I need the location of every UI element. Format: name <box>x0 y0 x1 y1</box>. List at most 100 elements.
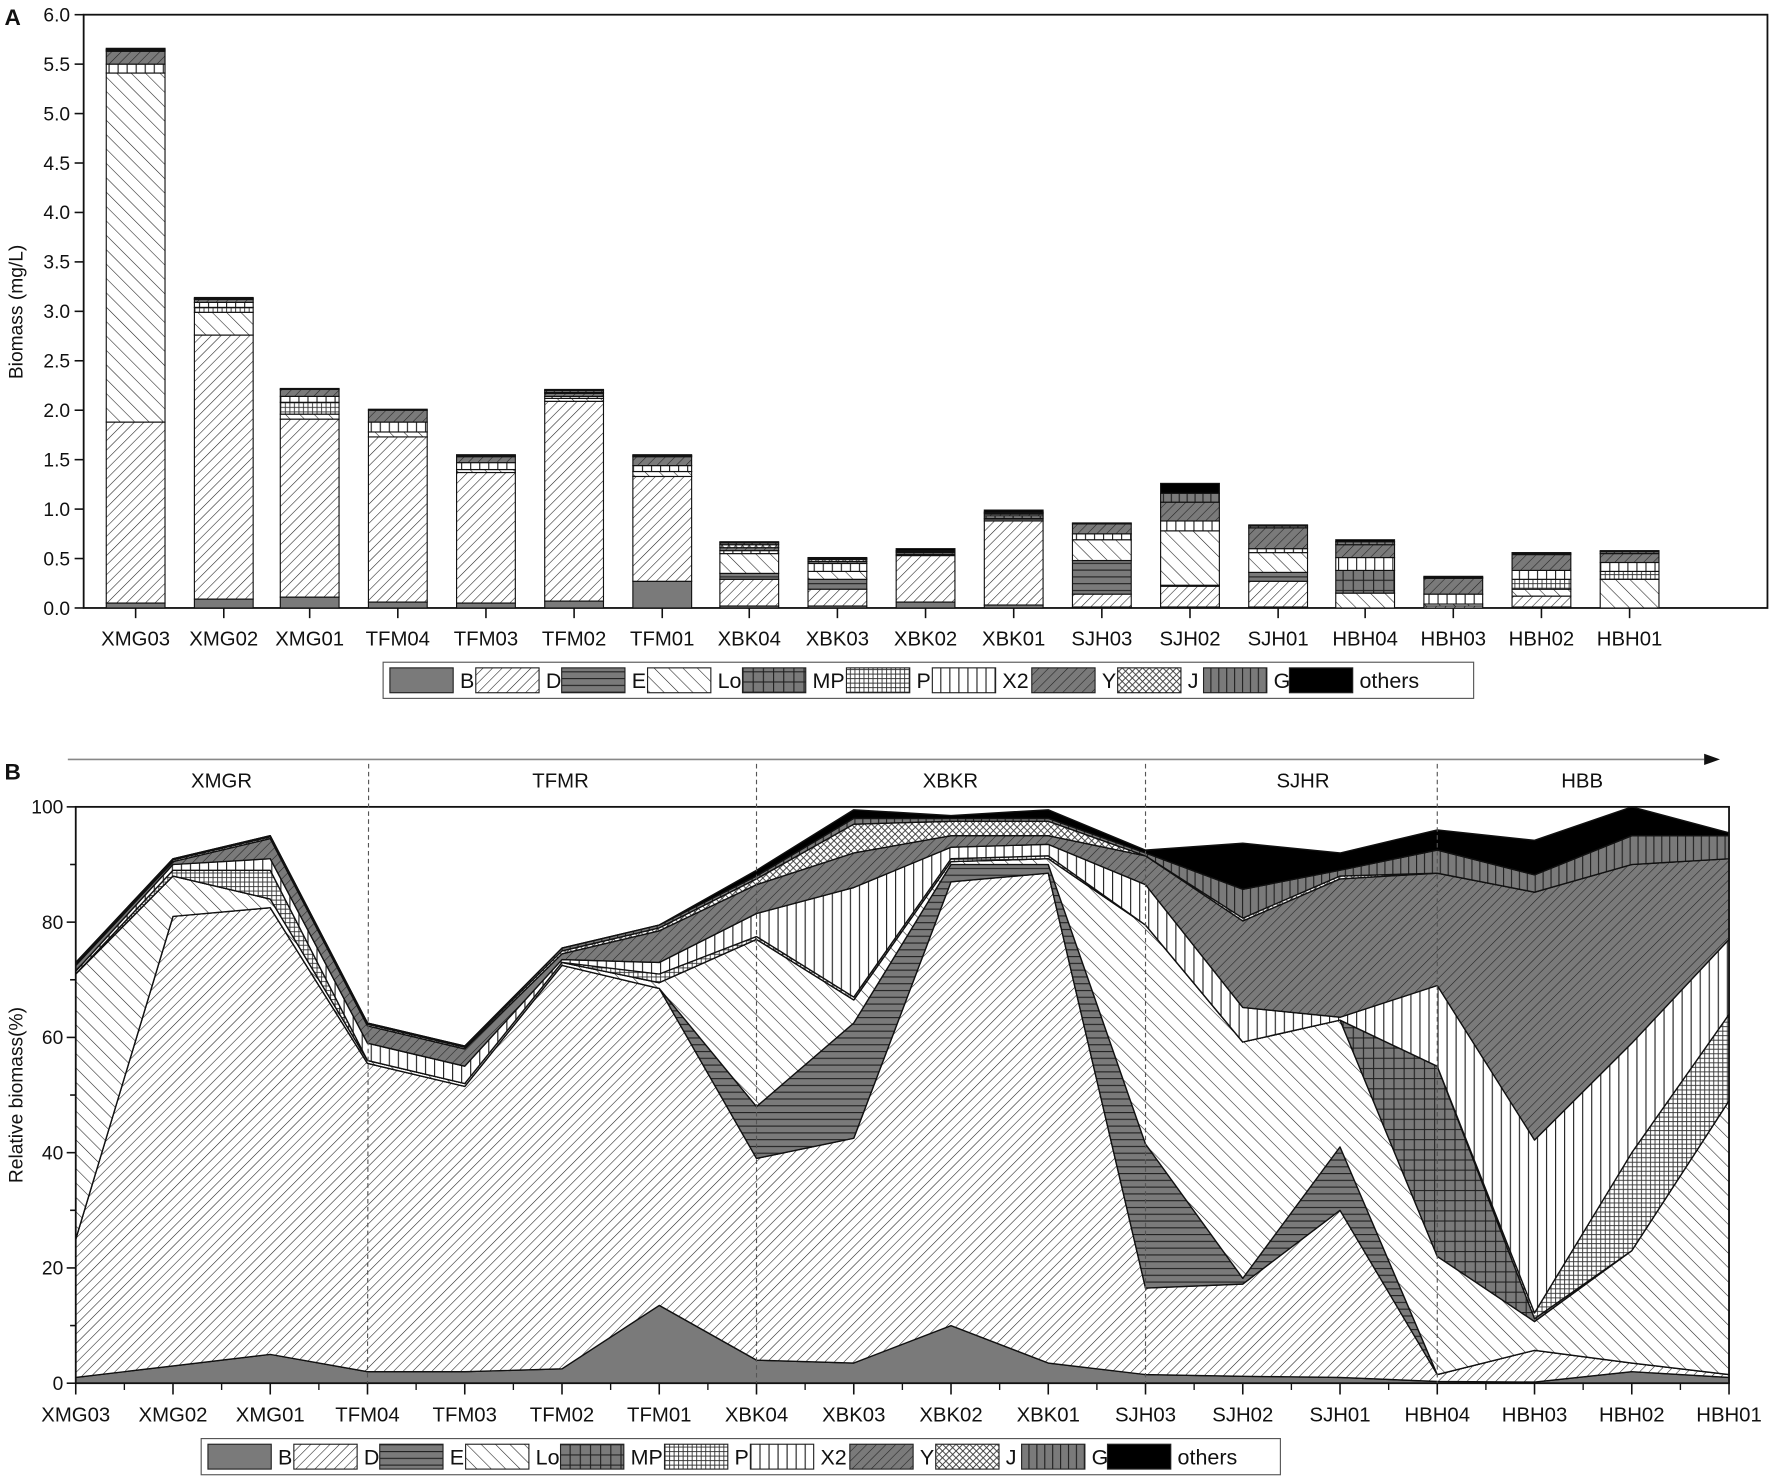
x-tick-label: XBK04 <box>718 628 781 650</box>
y-tick-label: 100 <box>31 798 63 819</box>
bar-segment-others <box>807 556 868 560</box>
bar-SJH02 <box>1160 482 1220 609</box>
bar-segment-Y <box>1511 554 1572 571</box>
x-tick-label: HBH01 <box>1597 628 1663 650</box>
bar-segment-Y <box>1599 553 1660 564</box>
legend-item-Lo: Lo <box>646 667 742 694</box>
legend-label: MP <box>813 669 845 693</box>
y-tick-label: 20 <box>42 1259 63 1280</box>
x-tick-label: TFM03 <box>454 628 518 650</box>
legend-item-G: G <box>1202 667 1290 694</box>
bar-segment-D <box>895 555 956 603</box>
bar-segment-others <box>544 388 605 392</box>
legend-label: P <box>735 1446 749 1470</box>
panel-a-bars <box>105 47 1660 609</box>
legend-label: others <box>1178 1446 1238 1470</box>
legend-item-B: B <box>207 1443 292 1470</box>
bar-segment-Lo <box>1599 578 1660 609</box>
legend-label: D <box>364 1446 380 1470</box>
legend-swatch-G <box>1202 667 1268 694</box>
bar-XBK04 <box>719 541 780 609</box>
bar-segment-others <box>719 541 780 544</box>
bar-segment-Lo <box>719 553 780 574</box>
x-tick-label: XMG01 <box>236 1405 305 1427</box>
x-tick-label: XMG01 <box>275 628 344 650</box>
bar-segment-D <box>193 334 254 600</box>
bar-XBK03 <box>807 556 868 609</box>
panel-b-label: B <box>5 760 21 785</box>
legend-swatch-P <box>845 667 911 694</box>
bar-HBH03 <box>1423 575 1484 609</box>
bar-XBK01 <box>983 509 1044 609</box>
y-tick-label: 5.5 <box>43 55 70 76</box>
legend-label: MP <box>631 1446 663 1470</box>
legend-label: P <box>917 669 931 693</box>
legend-label: E <box>632 669 646 693</box>
x-tick-label: TFM01 <box>630 628 694 650</box>
x-tick-label: TFM04 <box>366 628 430 650</box>
bar-segment-X2 <box>456 462 516 471</box>
panel-a-y-axis-title: Biomass (mg/L) <box>7 245 28 379</box>
panel-a-label: A <box>5 5 21 30</box>
x-tick-label: XMG03 <box>41 1405 110 1427</box>
bar-segment-B <box>105 602 166 609</box>
bar-segment-G <box>367 408 428 411</box>
bar-segment-X2 <box>807 562 868 572</box>
y-tick-label: 4.0 <box>43 203 70 224</box>
y-tick-label: 0 <box>53 1374 64 1395</box>
legend-label: others <box>1359 669 1419 693</box>
y-tick-label: 1.0 <box>43 500 70 521</box>
legend-swatch-P <box>663 1443 729 1470</box>
bar-segment-D <box>544 400 605 602</box>
bar-segment-P <box>1511 578 1572 590</box>
legend-item-X2: X2 <box>931 667 1029 694</box>
bar-segment-Lo <box>279 413 340 420</box>
legend-item-D: D <box>475 667 562 694</box>
legend-label: E <box>450 1446 464 1470</box>
legend-item-B: B <box>389 667 474 694</box>
bar-segment-Y <box>1423 577 1484 595</box>
bar-segment-Lo <box>193 311 254 336</box>
legend-item-Y: Y <box>849 1443 934 1470</box>
bar-TFM01 <box>632 454 693 609</box>
bar-segment-Lo <box>807 570 868 580</box>
bar-segment-X2 <box>105 63 166 74</box>
y-tick-label: 5.0 <box>43 104 70 125</box>
bar-segment-others <box>1423 575 1484 578</box>
legend-item-Y: Y <box>1031 667 1116 694</box>
region-label-XBKR: XBKR <box>923 771 978 793</box>
bar-segment-X2 <box>193 301 254 308</box>
bar-segment-B <box>632 580 693 609</box>
bar-segment-Y <box>632 456 693 467</box>
legend-item-others: others <box>1288 667 1419 694</box>
legend-label: D <box>546 669 562 693</box>
legend-label: J <box>1188 669 1199 693</box>
legend-swatch-G <box>1021 1443 1086 1470</box>
legend-swatch-others <box>1288 667 1354 694</box>
x-tick-label: XBK02 <box>919 1405 982 1427</box>
bar-segment-Lo <box>1160 530 1220 586</box>
legend-swatch-D <box>475 667 540 694</box>
bar-HBH04 <box>1335 539 1396 609</box>
y-tick-label: 0.5 <box>43 549 70 570</box>
bar-segment-D <box>719 578 780 607</box>
y-tick-label: 2.5 <box>43 352 70 373</box>
x-tick-label: SJH01 <box>1248 628 1309 650</box>
bar-segment-X2 <box>1511 569 1572 580</box>
bar-segment-others <box>1335 539 1396 543</box>
legend-swatch-MP <box>559 1443 625 1470</box>
legend-item-MP: MP <box>559 1443 663 1470</box>
legend-item-G: G <box>1021 1443 1108 1470</box>
x-tick-label: XBK04 <box>725 1405 788 1427</box>
panel-a-x-axis: XMG03 XMG02 XMG01 TFM04 TFM03 TFM02 TFM01 XBK04… <box>101 607 1663 650</box>
bar-segment-Y <box>1071 523 1132 535</box>
bar-segment-Y <box>367 409 428 423</box>
legend-swatch-Lo <box>465 1443 530 1470</box>
bar-segment-X2 <box>1335 556 1396 571</box>
legend-label: B <box>278 1446 292 1470</box>
bar-segment-MP <box>1335 569 1396 594</box>
legend-item-J: J <box>935 1443 1017 1470</box>
bar-segment-D <box>1160 585 1220 608</box>
bar-segment-X2 <box>279 395 340 403</box>
